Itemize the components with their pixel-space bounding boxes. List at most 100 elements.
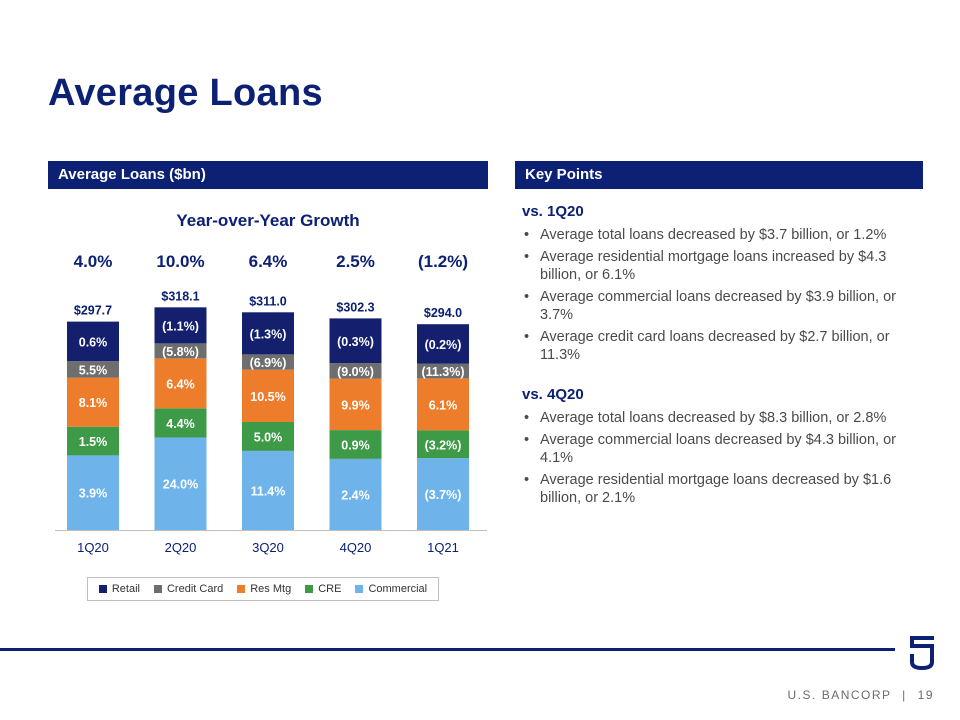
- key-point-item: Average total loans decreased by $3.7 bi…: [522, 226, 922, 244]
- yoy-growth-label: 4.0%: [74, 252, 113, 271]
- segment-data-label: (6.9%): [250, 356, 287, 370]
- segment-data-label: 9.9%: [341, 398, 370, 412]
- segment-data-label: 5.0%: [254, 430, 283, 444]
- key-points-section-4q20: vs. 4Q20 Average total loans decreased b…: [522, 386, 922, 507]
- chart-legend: Retail Credit Card Res Mtg CRE Commercial: [87, 577, 439, 601]
- segment-data-label: (9.0%): [337, 365, 374, 379]
- bar-total-label: $318.1: [161, 289, 199, 303]
- segment-data-label: 6.1%: [429, 398, 458, 412]
- page-title: Average Loans: [48, 72, 323, 114]
- bar-total-label: $311.0: [249, 294, 287, 308]
- segment-data-label: 11.4%: [251, 484, 286, 498]
- stacked-bar-chart: Year-over-Year Growth 3.9% 1.5% 8.1% 5.5% 0.6…: [55, 211, 487, 555]
- legend-swatch: [237, 585, 246, 593]
- bar-segment-commercial: [417, 458, 469, 530]
- segment-data-label: (5.8%): [162, 345, 199, 359]
- segment-data-label: (3.7%): [425, 488, 462, 502]
- bar-total-label: $302.3: [336, 300, 374, 314]
- bar-segment-retail: [242, 312, 294, 355]
- key-point-item: Average total loans decreased by $8.3 bi…: [522, 409, 922, 427]
- legend-swatch: [153, 585, 162, 593]
- footer-branding: U.S. BANCORP | 19: [788, 688, 934, 702]
- yoy-growth-label: 10.0%: [156, 252, 204, 271]
- legend-label: Res Mtg: [250, 583, 292, 595]
- legend-item: Retail: [98, 583, 140, 595]
- x-tick-label: 3Q20: [252, 540, 284, 555]
- bar-segment-credit-card: [154, 343, 207, 359]
- segment-data-label: (0.2%): [425, 338, 462, 352]
- segment-data-label: (0.3%): [337, 335, 374, 349]
- chart-section-header: Average Loans ($bn): [48, 161, 488, 189]
- bar-segment-credit-card: [67, 361, 119, 378]
- segment-data-label: 0.9%: [341, 438, 370, 452]
- key-point-item: Average credit card loans decreased by $…: [522, 328, 922, 364]
- footer-divider: [0, 648, 895, 651]
- bar-segment-res-mtg: [242, 369, 294, 422]
- bar-segment-credit-card: [329, 363, 382, 379]
- bar-segment-retail: [67, 321, 119, 362]
- footer-company-name: U.S. BANCORP: [787, 688, 892, 702]
- segment-data-label: (11.3%): [421, 365, 464, 379]
- legend-item: Commercial: [355, 583, 427, 595]
- key-point-item: Average commercial loans decreased by $3…: [522, 288, 922, 324]
- segment-data-label: (3.2%): [425, 438, 462, 452]
- segment-data-label: 24.0%: [163, 478, 198, 492]
- bar-total-label: $297.7: [74, 304, 112, 318]
- bar-segment-commercial: [154, 437, 207, 530]
- yoy-growth-label: 2.5%: [336, 252, 375, 271]
- legend-item: CRE: [305, 583, 341, 595]
- bar-segment-credit-card: [242, 354, 294, 370]
- x-tick-label: 4Q20: [340, 540, 372, 555]
- key-points-heading: vs. 4Q20: [522, 386, 584, 403]
- legend-item: Credit Card: [153, 583, 224, 595]
- bar-segment-commercial: [242, 450, 294, 530]
- bar-segment-commercial: [329, 458, 382, 530]
- segment-data-label: 1.5%: [79, 435, 108, 449]
- chart-subtitle: Year-over-Year Growth: [176, 211, 359, 230]
- key-point-item: Average residential mortgage loans decre…: [522, 471, 922, 507]
- segment-data-label: (1.3%): [250, 327, 287, 341]
- bar-segment-res-mtg: [329, 378, 382, 431]
- segment-data-label: 0.6%: [79, 335, 108, 349]
- key-point-item: Average residential mortgage loans incre…: [522, 248, 922, 284]
- yoy-growth-label: 6.4%: [249, 252, 288, 271]
- bar-segment-cre: [242, 421, 294, 451]
- bar-total-label: $294.0: [424, 306, 462, 320]
- us-bancorp-shield-icon: [910, 636, 934, 671]
- bar-segment-res-mtg: [154, 358, 207, 409]
- bar-segment-cre: [67, 426, 119, 456]
- x-tick-label: 2Q20: [165, 540, 197, 555]
- key-point-item: Average commercial loans decreased by $4…: [522, 431, 922, 467]
- segment-data-label: 10.5%: [250, 390, 285, 404]
- segment-data-label: 3.9%: [79, 487, 108, 501]
- legend-swatch: [355, 585, 364, 593]
- x-tick-label: 1Q20: [77, 540, 109, 555]
- key-points-heading: vs. 1Q20: [522, 203, 584, 220]
- bar-segment-cre: [329, 430, 382, 459]
- bar-segment-retail: [417, 324, 469, 364]
- page-number: 19: [917, 688, 934, 702]
- key-points-section-1q20: vs. 1Q20 Average total loans decreased b…: [522, 203, 922, 364]
- yoy-growth-label: (1.2%): [418, 252, 468, 271]
- segment-data-label: 8.1%: [79, 396, 108, 410]
- bar-segment-res-mtg: [67, 377, 119, 427]
- segment-data-label: (1.1%): [162, 319, 199, 333]
- bar-segment-retail: [154, 307, 207, 344]
- segment-data-label: 5.5%: [79, 363, 108, 377]
- segment-data-label: 6.4%: [166, 377, 195, 391]
- legend-item: Res Mtg: [237, 583, 291, 595]
- segment-data-label: 4.4%: [166, 417, 195, 431]
- bar-segment-cre: [154, 408, 207, 438]
- key-points-section-header: Key Points: [515, 161, 923, 189]
- bar-segment-res-mtg: [417, 378, 469, 431]
- legend-label: Credit Card: [166, 583, 224, 595]
- legend-label: Commercial: [368, 583, 428, 595]
- bar-segment-retail: [329, 318, 382, 364]
- legend-label: Retail: [111, 583, 140, 595]
- segment-data-label: 2.4%: [341, 488, 370, 502]
- bar-segment-credit-card: [417, 363, 469, 379]
- bar-segment-cre: [417, 430, 469, 459]
- footer-separator: |: [902, 688, 907, 702]
- legend-swatch: [98, 585, 107, 593]
- legend-swatch: [305, 585, 314, 593]
